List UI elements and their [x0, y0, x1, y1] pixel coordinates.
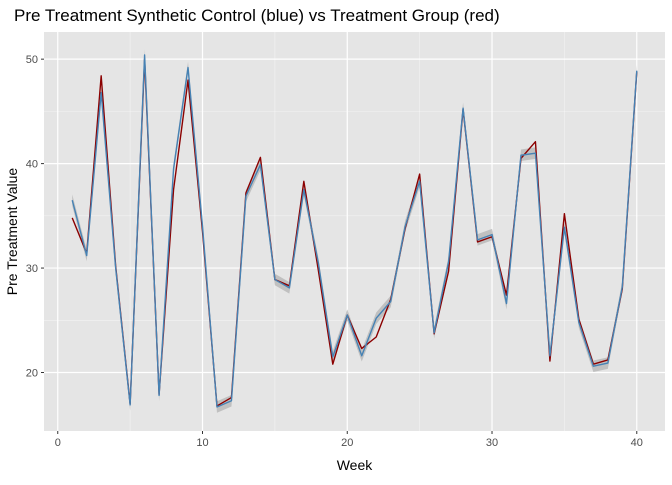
y-tick-label: 30	[26, 263, 38, 275]
y-axis-title: Pre Treatment Value	[4, 168, 20, 296]
ribbon-layer	[72, 49, 637, 413]
y-tick-label: 40	[26, 159, 38, 171]
synthetic-confidence-ribbon	[72, 49, 637, 413]
x-axis-title: Week	[337, 457, 374, 473]
y-tick-label: 50	[26, 54, 38, 66]
synthetic-series-line	[71, 54, 638, 408]
plot-panel	[44, 32, 665, 431]
chart-title: Pre Treatment Synthetic Control (blue) v…	[14, 6, 500, 25]
x-tick-label: 40	[631, 437, 643, 449]
x-tick-label: 30	[486, 437, 498, 449]
x-tick-label: 20	[341, 437, 353, 449]
series-layer	[71, 54, 638, 408]
x-tick-label: 10	[196, 437, 208, 449]
tick-layer: 0 10 20 30 40 20 30 40 50	[26, 54, 643, 449]
y-tick-label: 20	[26, 368, 38, 380]
x-tick-label: 0	[55, 437, 61, 449]
